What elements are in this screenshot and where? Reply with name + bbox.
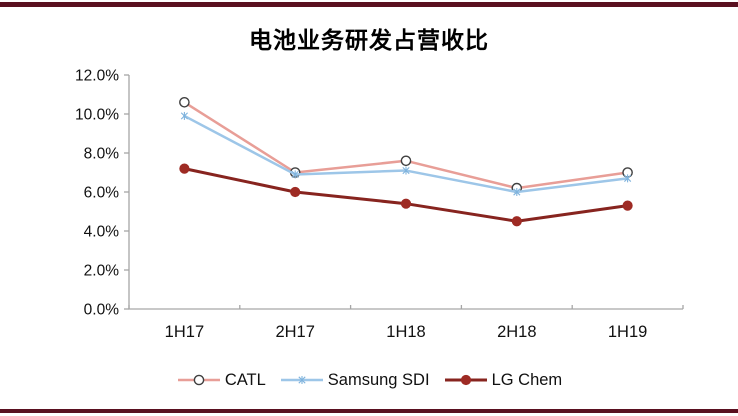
- series-line-lg-chem: [182, 167, 630, 223]
- y-axis-label: 6.0%: [84, 185, 120, 202]
- legend-marker-catl: [177, 374, 220, 386]
- marker-samsung-sdi-stroke: [624, 174, 632, 182]
- series-line-catl: [183, 101, 629, 190]
- legend-label-catl: CATL: [224, 370, 266, 389]
- bottom-divider-bar: [0, 409, 738, 413]
- y-axis-label: 4.0%: [84, 224, 120, 241]
- marker-samsung-sdi-stroke: [298, 376, 306, 384]
- marker-catl: [193, 374, 205, 386]
- x-axis-label: 2H18: [497, 323, 536, 341]
- legend-item-samsung-sdi: Samsung SDI: [279, 371, 430, 390]
- marker-samsung-sdi-stroke: [513, 188, 521, 196]
- legend-marker-samsung-sdi: [280, 376, 323, 384]
- marker-samsung-sdi: [624, 174, 632, 183]
- marker-catl: [179, 97, 190, 108]
- legend-item-lg-chem: LG Chem: [443, 370, 563, 390]
- x-axis-label: 2H17: [275, 323, 314, 341]
- axis-lines: [128, 75, 683, 310]
- legend-item-catl: CATL: [176, 371, 266, 390]
- legend-label-samsung-sdi: Samsung SDI: [327, 370, 430, 389]
- marker-samsung-sdi: [180, 111, 188, 120]
- line-chart-plot-area: 0.0% 2.0% 4.0% 6.0% 8.0% 10.0% 12.0% 1H17 2H17 1H…: [75, 68, 684, 341]
- legend-marker-lg-chem: [444, 374, 487, 386]
- series-line-samsung-sdi: [183, 114, 629, 194]
- y-axis-label: 2.0%: [84, 263, 120, 280]
- marker-samsung-sdi: [298, 376, 306, 384]
- chart-title: 电池业务研发占营收比: [249, 27, 489, 54]
- marker-lg-chem: [179, 163, 190, 174]
- marker-samsung-sdi-stroke: [402, 166, 410, 175]
- marker-lg-chem: [290, 186, 301, 198]
- x-axis-label: 1H18: [386, 323, 425, 341]
- marker-samsung-sdi: [513, 188, 521, 196]
- y-axis-label: 10.0%: [75, 107, 119, 124]
- marker-catl: [400, 155, 412, 167]
- legend-label-lg-chem: LG Chem: [491, 370, 563, 389]
- y-axis-label: 8.0%: [84, 146, 120, 163]
- marker-lg-chem: [400, 198, 412, 209]
- chart-legend: CATL Samsung SDI LG Chem: [0, 368, 738, 392]
- marker-samsung-sdi-stroke: [180, 112, 188, 120]
- marker-samsung-sdi-stroke: [291, 170, 299, 179]
- marker-lg-chem: [622, 200, 633, 211]
- marker-samsung-sdi: [291, 170, 299, 179]
- top-divider-bar: [0, 2, 738, 7]
- x-axis-label: 1H19: [608, 323, 647, 341]
- x-axis-label: 1H17: [165, 323, 204, 341]
- y-axis-label: 0.0%: [84, 302, 120, 319]
- marker-lg-chem: [460, 374, 471, 386]
- marker-samsung-sdi: [402, 166, 410, 175]
- y-axis-label: 12.0%: [75, 68, 119, 85]
- marker-lg-chem: [511, 216, 522, 227]
